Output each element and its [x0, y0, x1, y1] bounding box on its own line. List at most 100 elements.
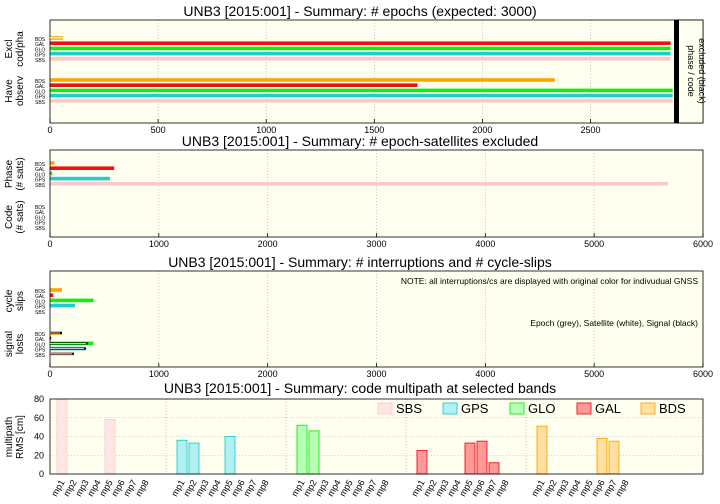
bar-GLO — [50, 46, 671, 51]
x-tick-label: 6000 — [693, 369, 713, 379]
y-tick-label: 80 — [34, 394, 44, 404]
group-label: (# sats) — [15, 200, 26, 233]
mp-bar-GAL-mp1 — [416, 450, 428, 475]
panel-frame — [49, 149, 704, 238]
mp-bar-SBS-mp5 — [104, 419, 116, 475]
y-tick-label: 20 — [34, 450, 44, 460]
x-tick-label: 0 — [47, 239, 52, 249]
legend-swatch-BDS — [640, 402, 656, 415]
system-label: GLO — [35, 342, 46, 348]
side-note-line1: phase / code — [686, 45, 696, 97]
panel-background — [50, 150, 703, 237]
group-label: Have — [4, 79, 15, 103]
legend-swatch-GAL — [576, 402, 592, 415]
x-tick-label: 6000 — [693, 239, 713, 249]
legend-swatch-SBS — [377, 402, 393, 415]
group-label: cod/pha — [15, 31, 26, 67]
system-label: GPS — [35, 348, 46, 354]
system-label: BDS — [35, 162, 46, 168]
system-label: SBS — [35, 183, 46, 189]
legend-label-GPS: GPS — [461, 401, 489, 416]
bar-GPS — [50, 51, 671, 56]
mp-bar-GAL-mp5 — [464, 442, 476, 475]
x-tick-label: 3000 — [366, 369, 386, 379]
panel-title: UNB3 [2015:001] - Summary: # epochs (exp… — [183, 3, 536, 19]
legend-label-GLO: GLO — [528, 401, 555, 416]
x-tick-label: 0 — [47, 125, 52, 135]
satellite-lost-overlay — [50, 343, 87, 344]
mp-bar-GPS-mp1 — [176, 439, 188, 475]
group-label: Code — [4, 205, 15, 229]
group-label: slips — [15, 291, 26, 311]
system-label: GLO — [35, 47, 46, 53]
system-label: GAL — [35, 84, 45, 90]
mp-bar-GPS-mp5 — [224, 436, 236, 475]
y-tick-label: 60 — [34, 413, 44, 423]
system-label: GLO — [35, 215, 46, 221]
system-label: SBS — [35, 226, 46, 232]
mp-category-label: mp8 — [133, 478, 150, 498]
system-label: GAL — [35, 42, 45, 48]
side-note-box — [676, 19, 704, 124]
system-label: GPS — [35, 178, 46, 184]
bar-GLO — [50, 88, 673, 93]
system-label: SBS — [35, 353, 46, 359]
y-axis-label: multipath — [4, 417, 15, 458]
mp-category-label: mp8 — [613, 478, 630, 498]
x-tick-label: 1500 — [364, 125, 384, 135]
x-tick-label: 1000 — [149, 239, 169, 249]
x-tick-label: 3000 — [366, 239, 386, 249]
group-label: Phase — [4, 159, 15, 188]
system-label: GAL — [35, 294, 45, 300]
system-label: SBS — [35, 100, 46, 106]
x-tick-label: 5000 — [584, 239, 604, 249]
mp-category-label: mp8 — [373, 478, 390, 498]
x-tick-label: 4000 — [475, 239, 495, 249]
bar-GPS — [50, 303, 76, 308]
y-tick-label: 40 — [34, 432, 44, 442]
system-label: GPS — [35, 95, 46, 101]
system-label: BDS — [35, 37, 46, 43]
panel-frame — [49, 270, 704, 368]
mp-bar-BDS-mp1 — [536, 425, 548, 475]
bar-GAL — [50, 83, 418, 87]
system-label: GPS — [35, 305, 46, 311]
x-tick-label: 1000 — [256, 125, 276, 135]
side-note-line2: excluded (black) — [697, 38, 707, 104]
panel-title: UNB3 [2015:001] - Summary: # epoch-satel… — [182, 133, 538, 149]
panel-title: UNB3 [2015:001] - Summary: # interruptio… — [168, 254, 552, 270]
group-label: cycle — [4, 289, 15, 312]
legend-label-GAL: GAL — [595, 401, 621, 416]
system-label: BDS — [35, 205, 46, 211]
satellite-lost-overlay — [50, 332, 60, 334]
signal-lost-overlay — [50, 337, 52, 340]
system-label: GPS — [35, 221, 46, 227]
bar-SBS — [50, 99, 673, 103]
x-tick-label: 500 — [151, 125, 166, 135]
mp-bar-GAL-mp6 — [476, 440, 488, 475]
satellite-lost-overlay — [50, 348, 84, 349]
bar-BDS — [50, 78, 555, 82]
system-label: SBS — [35, 58, 46, 64]
system-label: GLO — [35, 172, 46, 178]
system-label: BDS — [35, 289, 46, 295]
group-label: observ — [15, 76, 26, 106]
bar-BDS — [50, 161, 55, 165]
bar-GPS — [50, 176, 110, 181]
group-label: Excl — [4, 40, 15, 59]
x-tick-label: 0 — [47, 369, 52, 379]
mp-category-label: mp8 — [493, 478, 510, 498]
bar-GAL — [50, 166, 115, 170]
panel-title: UNB3 [2015:001] - Summary: code multipat… — [164, 380, 556, 396]
panel-note: Epoch (grey), Satellite (white), Signal … — [530, 318, 698, 328]
mp-bar-GLO-mp1 — [296, 424, 308, 475]
mp-bar-BDS-mp7 — [608, 440, 620, 475]
y-tick-label: 0 — [39, 469, 44, 479]
system-label: GLO — [35, 299, 46, 305]
system-label: BDS — [35, 332, 46, 338]
panel-frame — [49, 398, 704, 475]
panel-background — [50, 20, 703, 123]
y-axis-label: RMS [cm] — [15, 415, 26, 459]
group-label: losts — [15, 334, 26, 355]
